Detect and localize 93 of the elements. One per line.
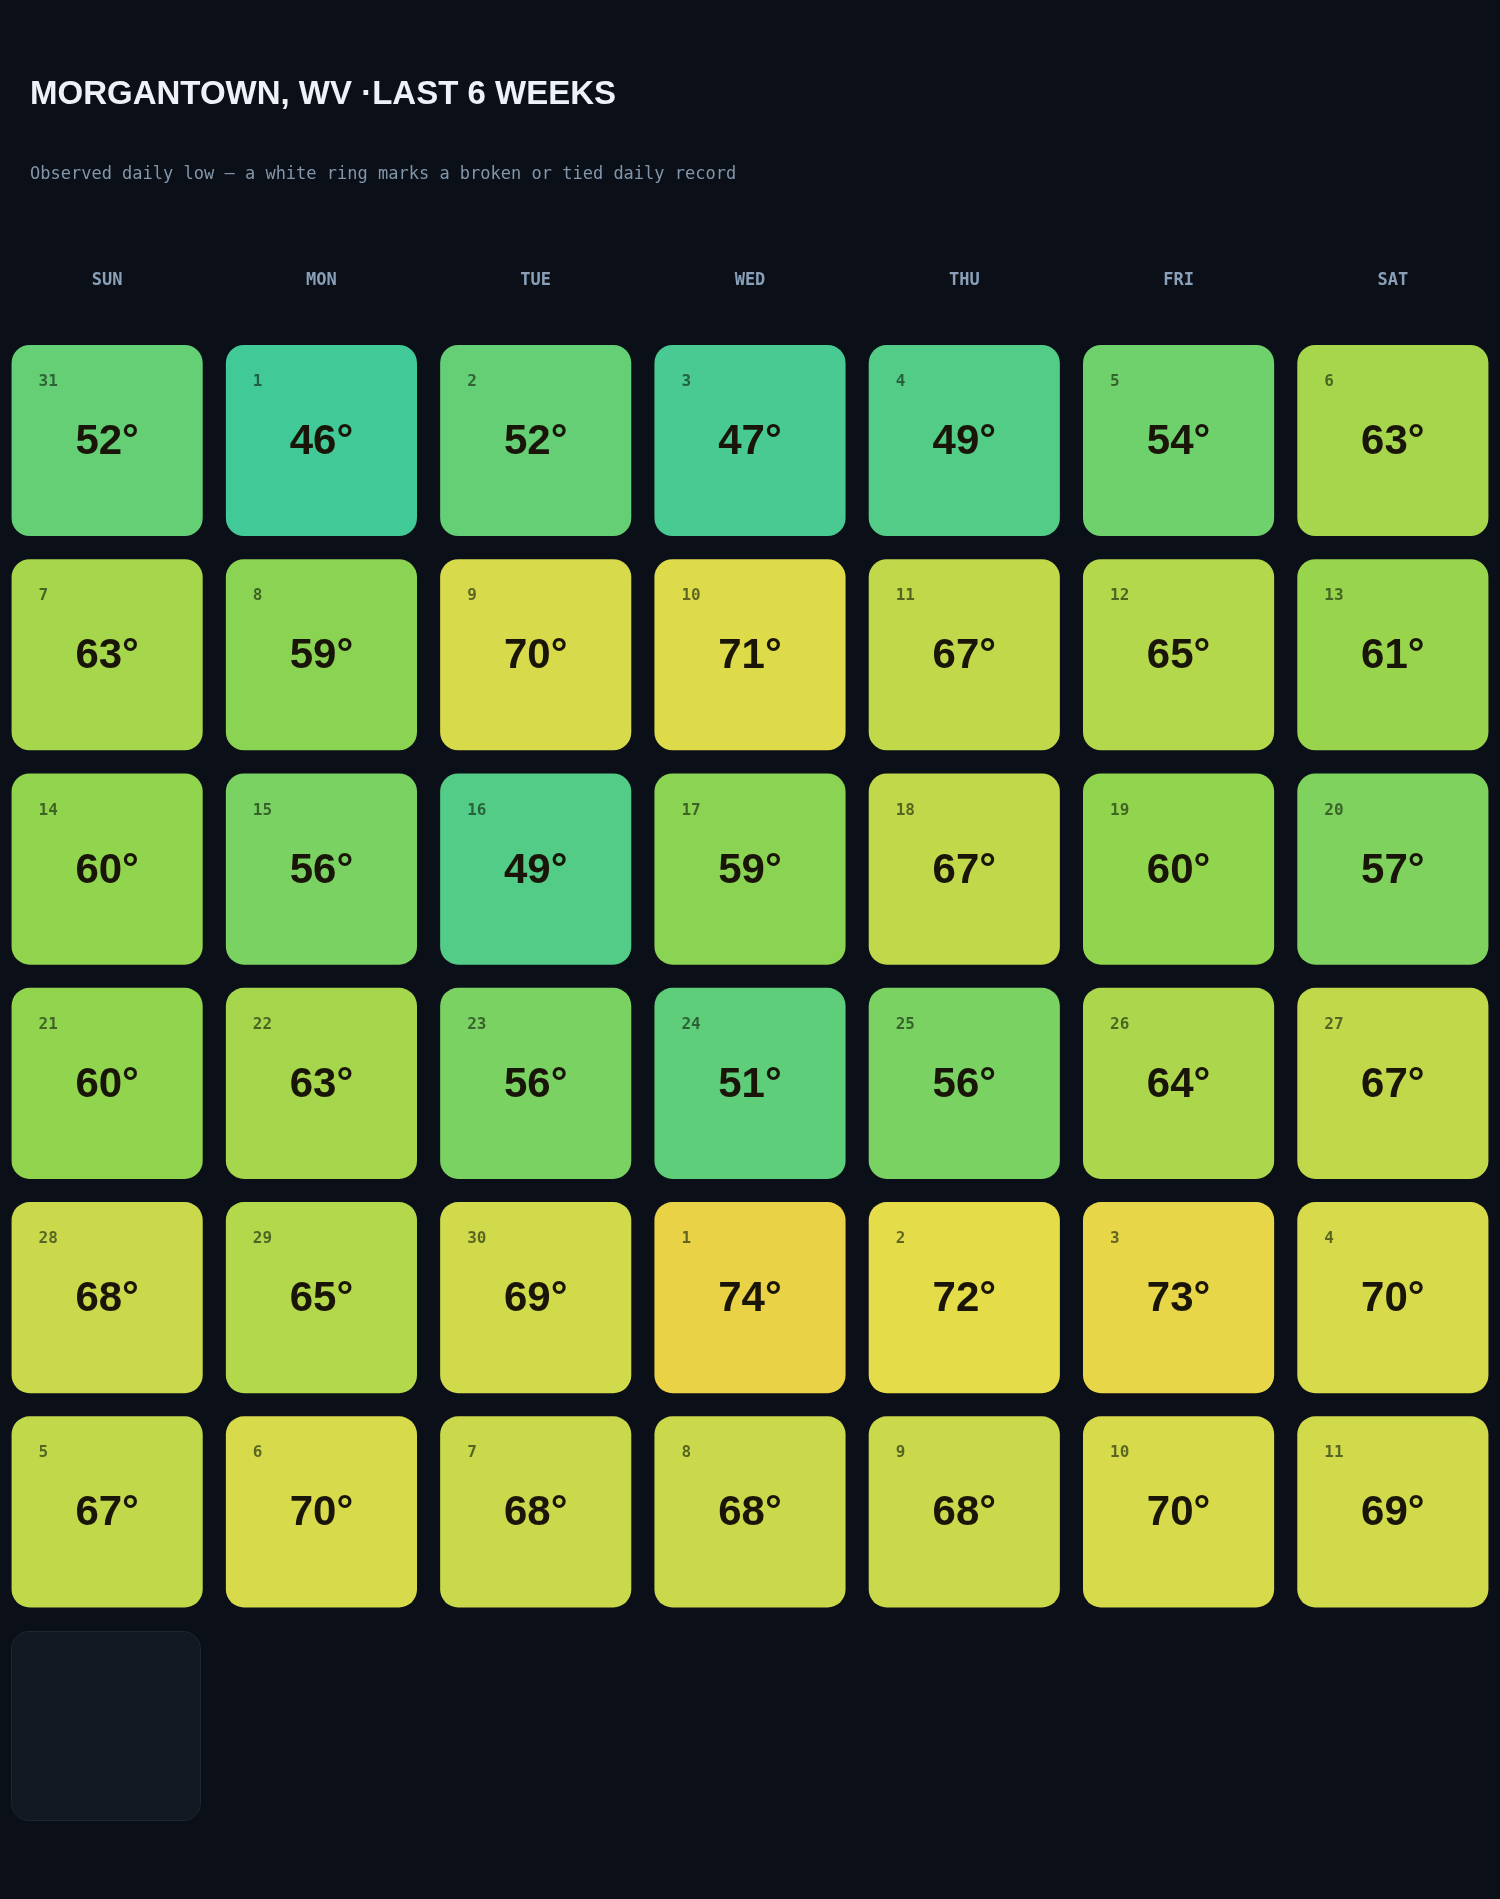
annotation: 6 xyxy=(252,1442,263,1462)
data-label: 67° xyxy=(932,844,997,892)
data-label: 69° xyxy=(503,1273,568,1321)
x-tick-label: WED xyxy=(734,268,766,289)
data-label: 70° xyxy=(1146,1487,1211,1535)
data-label: 56° xyxy=(503,1058,568,1106)
x-tick-label: MON xyxy=(306,268,337,289)
data-label: 61° xyxy=(1361,630,1425,678)
annotation: 18 xyxy=(895,799,915,819)
data-label: 51° xyxy=(718,1058,782,1106)
annotation: 11 xyxy=(895,585,915,605)
data-label: 67° xyxy=(75,1487,139,1535)
annotation: 24 xyxy=(681,1013,701,1033)
annotation: 2 xyxy=(895,1228,906,1248)
annotation: 17 xyxy=(681,799,701,819)
data-label: 60° xyxy=(75,844,139,892)
data-label: 71° xyxy=(718,630,782,678)
data-label: 60° xyxy=(75,1058,139,1106)
data-label: 60° xyxy=(1146,844,1211,892)
annotation: 2 xyxy=(467,371,477,391)
annotation: 9 xyxy=(467,585,477,605)
data-label: 57° xyxy=(1361,844,1425,892)
data-label: 63° xyxy=(75,630,139,678)
annotation: 5 xyxy=(38,1442,49,1462)
data-label: 68° xyxy=(75,1273,139,1321)
x-tick-label: SAT xyxy=(1377,268,1409,289)
annotation: 27 xyxy=(1324,1013,1344,1033)
data-label: 67° xyxy=(932,630,997,678)
data-label: 49° xyxy=(932,416,997,464)
annotation: 16 xyxy=(467,799,487,819)
data-label: 52° xyxy=(75,416,139,464)
data-label: 56° xyxy=(932,1058,997,1106)
data-label: 73° xyxy=(1146,1273,1211,1321)
annotation: 8 xyxy=(681,1442,692,1462)
data-label: 67° xyxy=(1361,1058,1425,1106)
data-label: 74° xyxy=(718,1273,782,1321)
annotation: 25 xyxy=(895,1013,915,1033)
x-tick-label: FRI xyxy=(1163,268,1194,289)
x-tick-label: SUN xyxy=(91,268,123,289)
data-label: 54° xyxy=(1146,416,1211,464)
annotation: 1 xyxy=(681,1228,692,1248)
chart-subtitle: Observed daily low — a white ring marks a broken or tied daily record xyxy=(30,162,737,184)
annotation: 15 xyxy=(252,799,273,819)
annotation: 19 xyxy=(1110,799,1130,819)
data-label: 70° xyxy=(503,630,568,678)
annotation: 4 xyxy=(895,371,906,391)
annotation: 5 xyxy=(1110,371,1120,391)
data-label: 52° xyxy=(503,416,568,464)
x-tick-label: THU xyxy=(948,268,980,289)
data-label: 59° xyxy=(718,844,782,892)
annotation: 4 xyxy=(1324,1228,1334,1248)
annotation: 26 xyxy=(1110,1013,1130,1033)
annotation: 9 xyxy=(895,1442,906,1462)
annotation: 11 xyxy=(1324,1442,1344,1462)
annotation: 28 xyxy=(38,1228,58,1248)
data-label: 63° xyxy=(289,1058,354,1106)
annotation: 22 xyxy=(252,1013,273,1033)
data-label: 65° xyxy=(289,1273,354,1321)
data-label: 70° xyxy=(1361,1273,1425,1321)
annotation: 3 xyxy=(1110,1228,1120,1248)
annotation: 20 xyxy=(1324,799,1344,819)
annotation: 7 xyxy=(38,585,49,605)
data-label: 64° xyxy=(1146,1058,1211,1106)
annotation: 13 xyxy=(1324,585,1344,605)
annotation: 8 xyxy=(252,585,263,605)
annotation: 30 xyxy=(467,1228,487,1248)
annotation: 31 xyxy=(38,371,58,391)
annotation: 12 xyxy=(1110,585,1130,605)
annotation: 7 xyxy=(467,1442,477,1462)
annotation: 14 xyxy=(38,799,58,819)
data-label: 47° xyxy=(718,416,782,464)
annotation: 10 xyxy=(1110,1442,1130,1462)
data-label: 68° xyxy=(718,1487,782,1535)
annotation: 6 xyxy=(1324,371,1334,391)
annotation: 10 xyxy=(681,585,701,605)
data-label: 59° xyxy=(289,630,354,678)
x-tick-label: TUE xyxy=(520,268,552,289)
data-label: 72° xyxy=(932,1273,997,1321)
chart-title: MORGANTOWN, WV ·LAST 6 WEEKS xyxy=(30,73,617,113)
data-label: 69° xyxy=(1361,1487,1425,1535)
data-label: 49° xyxy=(503,844,568,892)
annotation: 3 xyxy=(681,371,692,391)
data-label: 68° xyxy=(503,1487,568,1535)
annotation: 1 xyxy=(252,371,263,391)
annotation: 21 xyxy=(38,1013,58,1033)
annotation: 23 xyxy=(467,1013,487,1033)
data-label: 68° xyxy=(932,1487,997,1535)
data-label: 56° xyxy=(289,844,354,892)
data-label: 65° xyxy=(1146,630,1211,678)
data-label: 63° xyxy=(1361,416,1425,464)
annotation: 29 xyxy=(252,1228,273,1248)
data-label: 70° xyxy=(289,1487,354,1535)
data-label: 46° xyxy=(289,416,354,464)
